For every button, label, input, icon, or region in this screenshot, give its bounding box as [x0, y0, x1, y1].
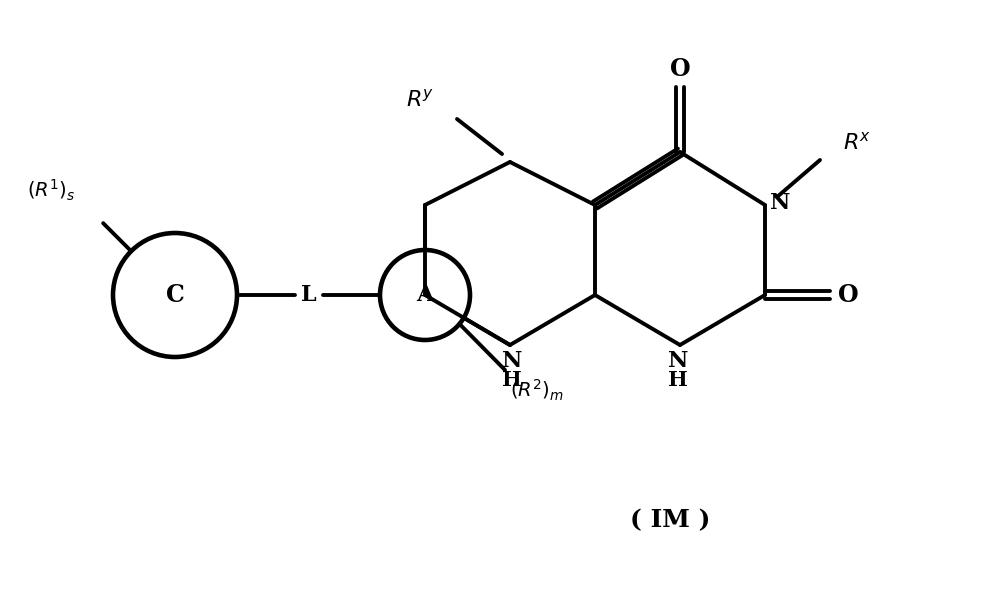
Text: L: L [301, 284, 316, 306]
Text: N: N [668, 350, 688, 372]
Text: C: C [166, 283, 184, 307]
Text: O: O [670, 57, 690, 81]
Text: $(R^2)_m$: $(R^2)_m$ [510, 378, 564, 403]
Text: N: N [770, 192, 790, 214]
Text: ( IM ): ( IM ) [630, 508, 710, 532]
Text: N: N [502, 350, 522, 372]
Text: A: A [416, 284, 434, 306]
Text: $R^x$: $R^x$ [843, 132, 871, 154]
Text: $(R^1)_s$: $(R^1)_s$ [27, 178, 75, 203]
Text: H: H [668, 370, 688, 390]
Text: H: H [502, 370, 522, 390]
Text: O: O [838, 283, 858, 307]
Text: $R^y$: $R^y$ [406, 89, 434, 111]
